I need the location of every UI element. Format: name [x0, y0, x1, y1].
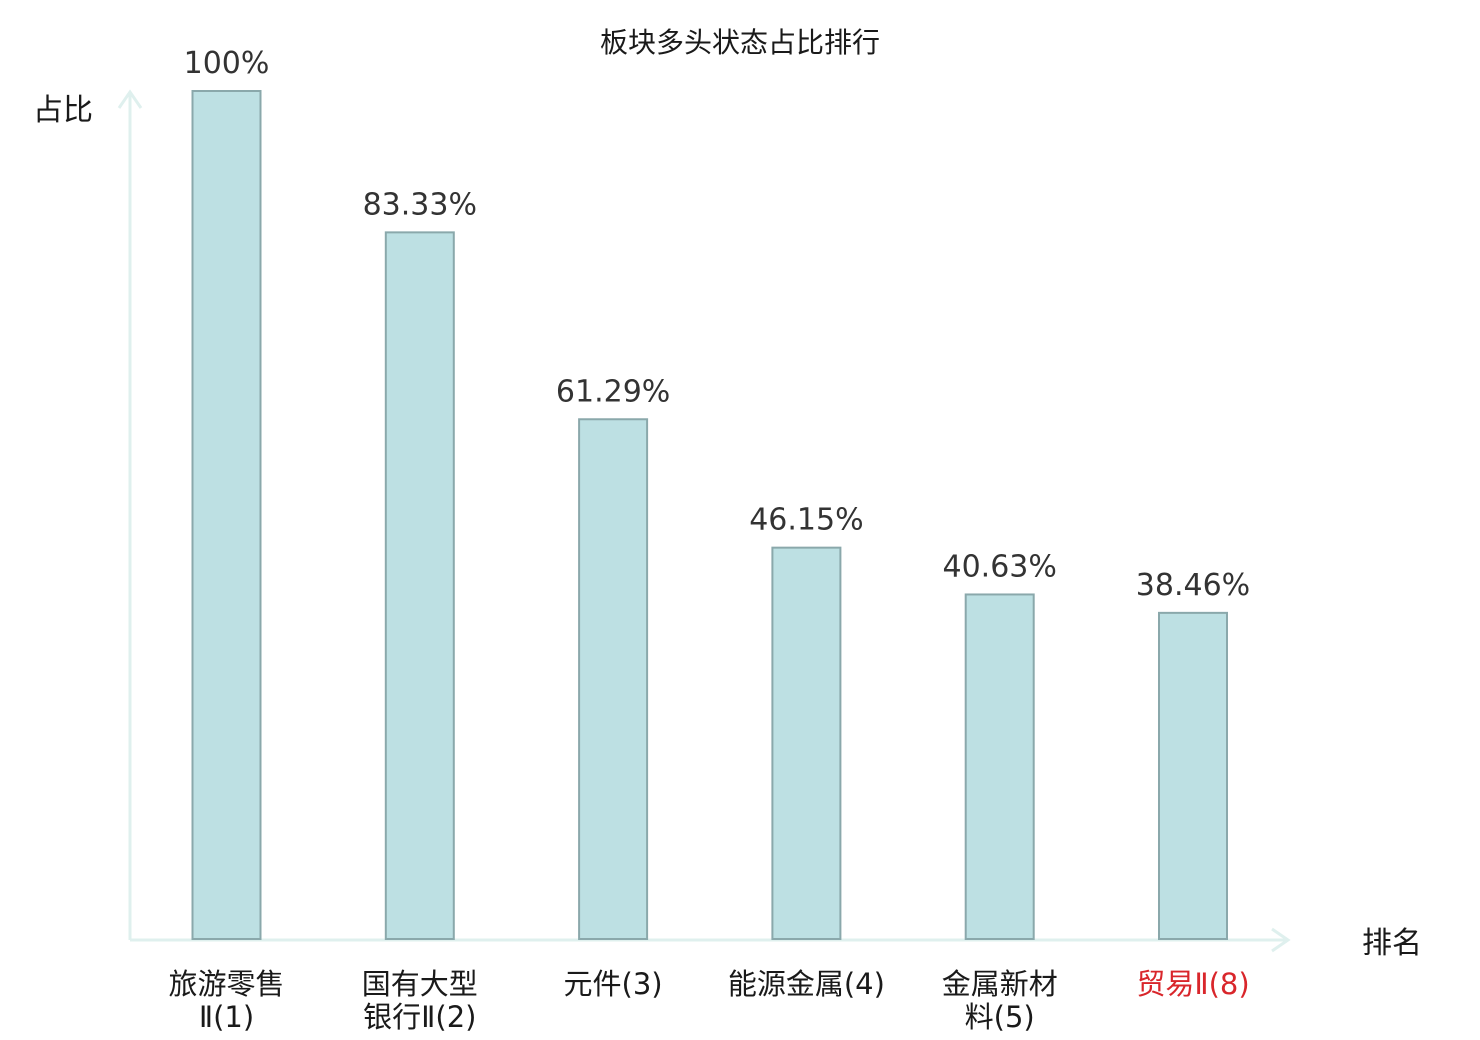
- y-axis-label: 占比: [33, 93, 93, 128]
- bar: [191, 90, 262, 940]
- data-label: 46.15%: [749, 503, 863, 538]
- data-label: 83.33%: [363, 187, 477, 222]
- data-label: 38.46%: [1136, 568, 1250, 603]
- bar: [578, 418, 649, 940]
- x-tick-label: 国有大型: [362, 967, 478, 1001]
- bar-series: [191, 90, 1228, 941]
- x-tick-label: 旅游零售: [168, 967, 284, 1001]
- data-label: 61.29%: [556, 374, 670, 409]
- x-tick-label: 贸易Ⅱ(8): [1136, 967, 1249, 1001]
- y-axis: [117, 89, 143, 940]
- bar: [384, 231, 455, 941]
- chart-title: 板块多头状态占比排行: [600, 26, 880, 59]
- bar: [771, 546, 842, 940]
- x-tick-label: 银行Ⅱ(2): [363, 1000, 476, 1034]
- x-tick-label: Ⅱ(1): [199, 1000, 254, 1034]
- data-label: 40.63%: [943, 549, 1057, 584]
- x-tick-label: 元件(3): [564, 967, 663, 1001]
- x-tick-label: 能源金属(4): [728, 967, 885, 1001]
- x-axis-label: 排名: [1362, 926, 1422, 961]
- bar: [1158, 611, 1228, 940]
- x-tick-label: 金属新材: [942, 967, 1058, 1001]
- value-labels: 100% 83.33% 61.29% 46.15% 40.63% 38.46%: [184, 46, 1251, 603]
- x-axis: [130, 927, 1291, 953]
- data-label: 100%: [184, 46, 270, 81]
- bar: [964, 593, 1035, 940]
- x-tick-label: 料(5): [965, 1000, 1035, 1034]
